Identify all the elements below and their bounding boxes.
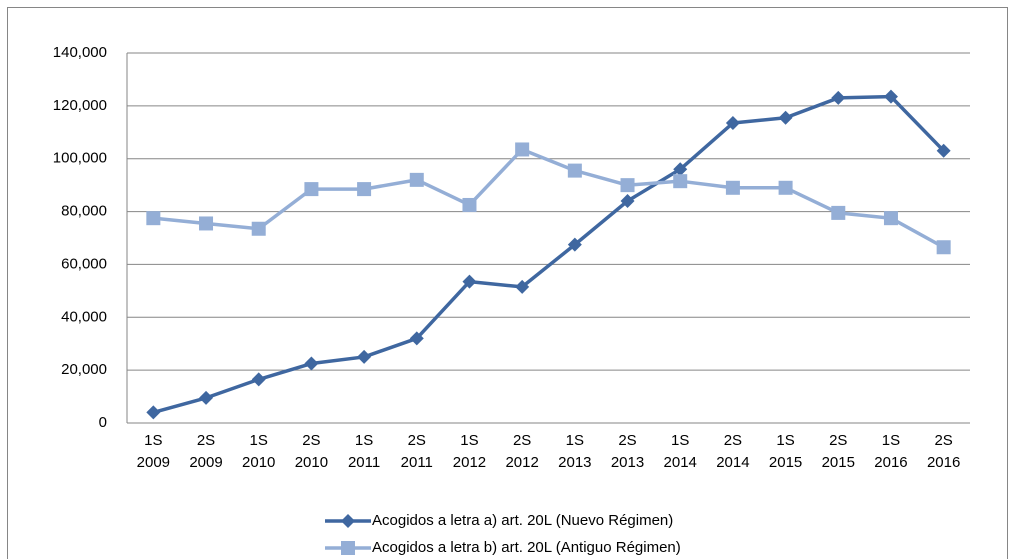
y-tick-label: 120,000 — [53, 97, 107, 114]
series-line — [152, 94, 945, 415]
data-point — [304, 182, 319, 197]
x-tick-label: 2S 2011 — [401, 432, 433, 471]
data-point — [199, 216, 214, 231]
data-point — [778, 110, 793, 125]
data-point — [567, 237, 582, 252]
x-tick-label: 2S 2015 — [822, 432, 855, 471]
x-tick-label: 2S 2016 — [927, 432, 960, 471]
data-point — [725, 116, 740, 131]
x-tick-label: 1S 2016 — [874, 432, 907, 471]
data-point — [567, 163, 582, 178]
legend-swatch-marker — [341, 514, 355, 528]
y-tick-label: 40,000 — [61, 308, 107, 325]
y-tick-label: 140,000 — [53, 44, 107, 61]
data-point — [515, 142, 530, 157]
data-point — [199, 390, 214, 405]
data-point — [357, 182, 372, 197]
data-point — [357, 349, 372, 364]
data-point — [725, 180, 740, 195]
data-point — [620, 194, 635, 208]
y-tick-label: 20,000 — [61, 361, 107, 378]
data-point — [673, 174, 688, 189]
data-point — [936, 143, 951, 158]
x-tick-label: 1S 2015 — [769, 432, 802, 471]
data-point — [515, 279, 530, 294]
series-line — [153, 147, 945, 249]
x-tick-label: 2S 2013 — [611, 432, 644, 471]
data-point — [251, 372, 266, 387]
data-point — [831, 90, 846, 105]
data-point — [146, 211, 161, 226]
data-point — [251, 221, 266, 236]
cropped-title-area — [0, 0, 40, 6]
x-tick-label: 1S 2010 — [242, 432, 275, 471]
data-point — [778, 180, 793, 195]
x-tick-label: 1S 2012 — [453, 432, 486, 471]
chart-frame — [7, 7, 1008, 559]
y-tick-label: 80,000 — [61, 203, 107, 220]
y-tick-label: 60,000 — [61, 255, 107, 272]
data-point — [462, 197, 477, 212]
x-tick-label: 1S 2009 — [137, 432, 170, 471]
x-tick-label: 1S 2014 — [664, 432, 697, 471]
legend-label: Acogidos a letra b) art. 20L (Antiguo Ré… — [372, 539, 681, 556]
y-tick-label: 100,000 — [53, 150, 107, 167]
data-point — [304, 356, 319, 371]
data-point — [883, 89, 898, 104]
data-point — [409, 331, 424, 346]
data-point — [462, 274, 477, 289]
x-tick-label: 2S 2009 — [189, 432, 222, 471]
x-tick-label: 1S 2011 — [348, 432, 380, 471]
x-tick-label: 2S 2010 — [295, 432, 328, 471]
y-tick-label: 0 — [99, 414, 107, 431]
x-tick-label: 2S 2014 — [716, 432, 749, 471]
legend-swatch-marker — [341, 541, 355, 555]
data-point — [883, 211, 898, 226]
legend-label: Acogidos a letra a) art. 20L (Nuevo Régi… — [372, 512, 673, 529]
data-point — [831, 205, 846, 220]
x-tick-label: 1S 2013 — [558, 432, 591, 471]
data-point — [673, 162, 688, 177]
data-point — [146, 405, 161, 420]
data-point — [936, 240, 951, 255]
data-point — [620, 178, 635, 193]
x-tick-label: 2S 2012 — [505, 432, 538, 471]
data-point — [409, 172, 424, 187]
